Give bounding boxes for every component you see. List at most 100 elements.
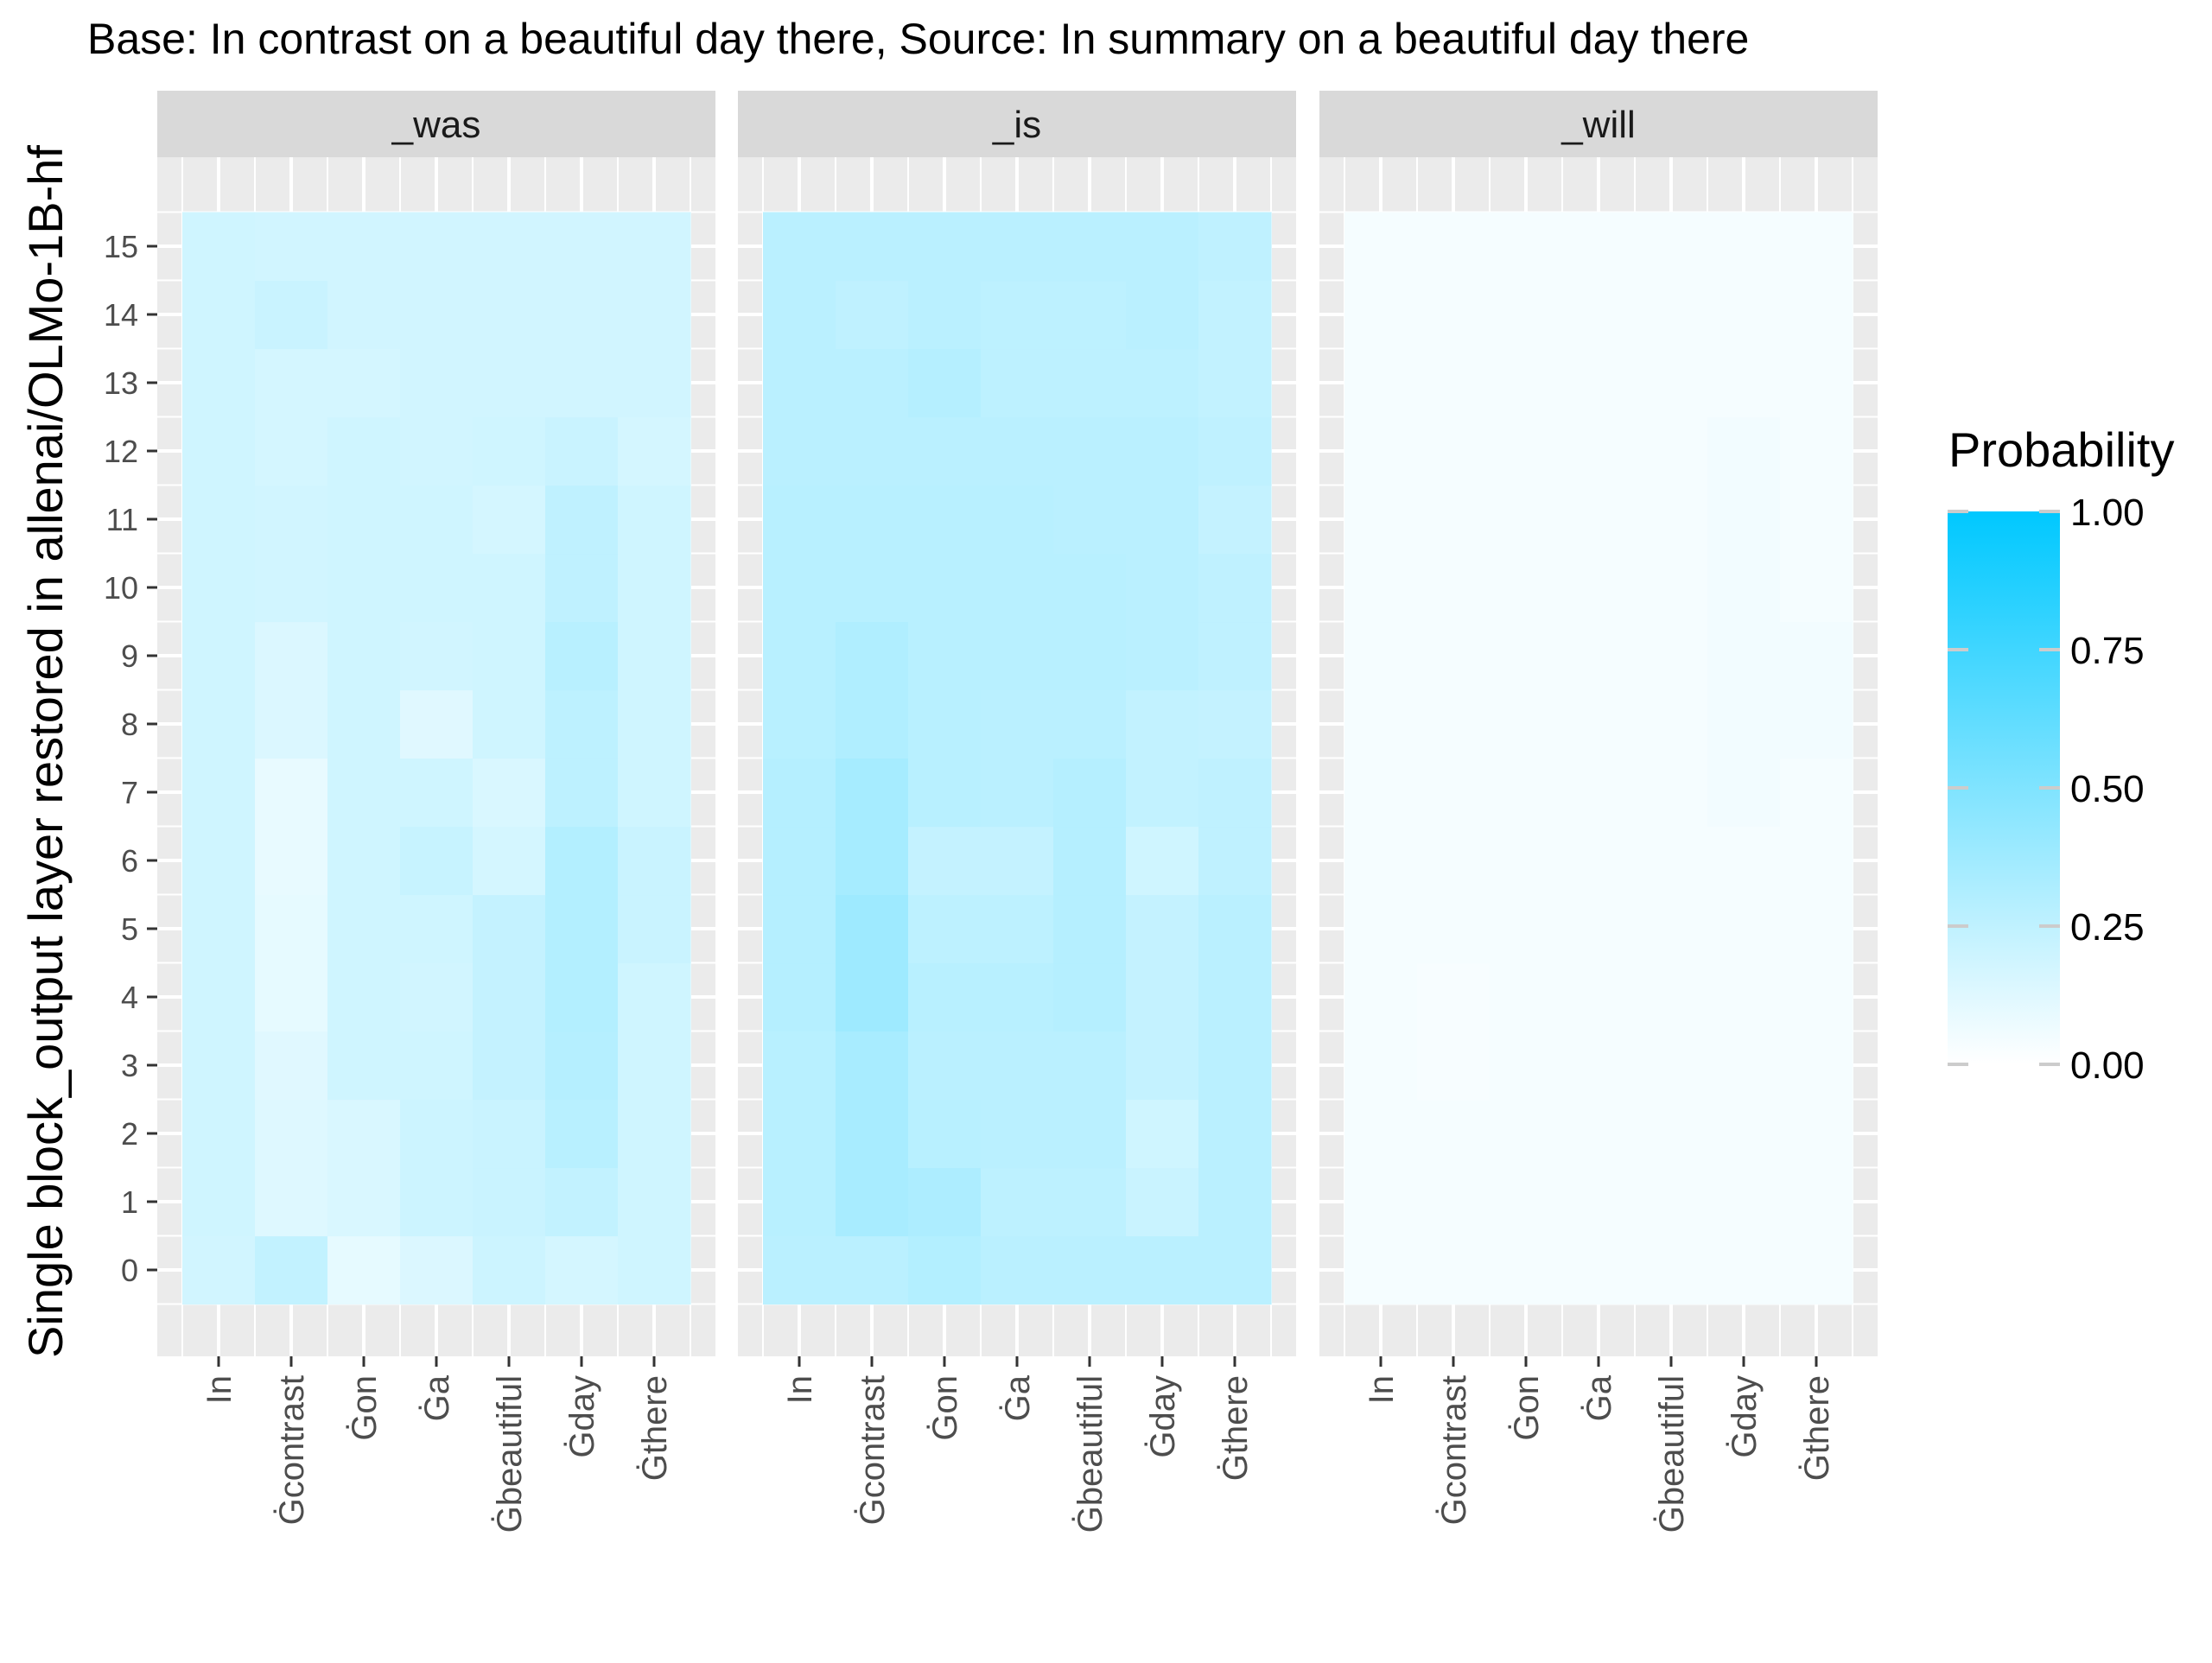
- heatmap-cell: [1490, 280, 1563, 350]
- heatmap-cell: [1344, 1031, 1418, 1101]
- heatmap-cell: [1562, 485, 1636, 555]
- x-tick-label: Ġthere: [635, 1375, 674, 1481]
- heatmap-cell: [1780, 416, 1853, 486]
- heatmap-cell: [618, 553, 691, 623]
- heatmap-cell: [182, 348, 256, 418]
- heatmap-cell: [1053, 1099, 1127, 1169]
- heatmap-cell: [327, 1235, 401, 1305]
- heatmap-cell: [255, 1167, 328, 1237]
- heatmap-cell: [1562, 962, 1636, 1032]
- heatmap-cell: [1344, 416, 1418, 486]
- heatmap-cell: [327, 826, 401, 896]
- heatmap-cell: [1198, 826, 1272, 896]
- heatmap-cell: [1490, 1099, 1563, 1169]
- heatmap-cell: [473, 758, 546, 828]
- heatmap-cell: [1562, 758, 1636, 828]
- heatmap-cell: [1707, 689, 1781, 759]
- y-tick-label: 11: [106, 502, 138, 537]
- heatmap-cell: [473, 280, 546, 350]
- heatmap-cell: [400, 348, 474, 418]
- heatmap-cell: [763, 348, 836, 418]
- heatmap-cell: [1562, 212, 1636, 282]
- heatmap-cell: [618, 689, 691, 759]
- heatmap-cell: [400, 553, 474, 623]
- heatmap-cell: [1053, 1235, 1127, 1305]
- heatmap-cell: [763, 1099, 836, 1169]
- heatmap-cell: [1198, 553, 1272, 623]
- heatmap-cell: [981, 1099, 1054, 1169]
- heatmap-cell: [836, 689, 909, 759]
- y-tick-label: 8: [121, 707, 138, 742]
- x-tick-label: Ġthere: [1797, 1375, 1836, 1481]
- legend-title: Probability: [1948, 422, 2174, 477]
- heatmap-cell: [1417, 348, 1491, 418]
- heatmap-cell: [182, 1167, 256, 1237]
- heatmap-cell: [400, 689, 474, 759]
- heatmap-cell: [400, 416, 474, 486]
- heatmap-cell: [908, 212, 982, 282]
- heatmap-cell: [836, 962, 909, 1032]
- heatmap-cell: [1490, 1031, 1563, 1101]
- y-tick-label: 1: [121, 1184, 138, 1220]
- y-tick-label: 0: [121, 1253, 138, 1288]
- heatmap-cell: [1780, 894, 1853, 964]
- heatmap-cell: [1417, 1167, 1491, 1237]
- heatmap-cell: [327, 212, 401, 282]
- heatmap-cell: [1490, 689, 1563, 759]
- heatmap-cell: [836, 553, 909, 623]
- heatmap-cell: [1707, 1031, 1781, 1101]
- heatmap-cell: [1562, 1167, 1636, 1237]
- heatmap-cell: [545, 1167, 619, 1237]
- heatmap-cell: [908, 689, 982, 759]
- heatmap-cell: [182, 894, 256, 964]
- heatmap-cell: [1053, 826, 1127, 896]
- heatmap-cell: [763, 1031, 836, 1101]
- heatmap-cell: [182, 212, 256, 282]
- heatmap-cell: [1707, 348, 1781, 418]
- heatmap-cell: [1053, 894, 1127, 964]
- heatmap-cell: [1562, 826, 1636, 896]
- heatmap-cell: [473, 1235, 546, 1305]
- chart-title: Base: In contrast on a beautiful day the…: [87, 15, 1749, 63]
- heatmap-cell: [1635, 1099, 1708, 1169]
- heatmap-cell: [1126, 348, 1199, 418]
- heatmap-cell: [182, 621, 256, 691]
- heatmap-cell: [1780, 485, 1853, 555]
- heatmap-cell: [763, 826, 836, 896]
- heatmap-cell: [473, 553, 546, 623]
- heatmap-cells: [763, 212, 1272, 1305]
- heatmap-cell: [1490, 416, 1563, 486]
- legend: Probability 0.00 0.25 0.50 0.75 1.00: [1948, 422, 2174, 1087]
- heatmap-cell: [1562, 1099, 1636, 1169]
- heatmap-cell: [327, 1099, 401, 1169]
- heatmap-cell: [473, 348, 546, 418]
- heatmap-cell: [981, 826, 1054, 896]
- facet-label: _is: [992, 104, 1041, 146]
- x-axis: In Ġcontrast Ġon Ġa Ġbeautiful Ġday Ġthere: [200, 1356, 674, 1533]
- heatmap-cell: [255, 1235, 328, 1305]
- heatmap-cell: [1562, 280, 1636, 350]
- x-tick-label: Ġa: [1580, 1374, 1618, 1421]
- heatmap-cell: [618, 485, 691, 555]
- heatmap-cell: [1780, 962, 1853, 1032]
- heatmap-cell: [1490, 894, 1563, 964]
- heatmap-cell: [1490, 826, 1563, 896]
- heatmap-cell: [908, 1099, 982, 1169]
- heatmap-cell: [618, 348, 691, 418]
- heatmap-cell: [836, 1099, 909, 1169]
- heatmap-cell: [400, 621, 474, 691]
- heatmap-cell: [1126, 416, 1199, 486]
- heatmap-cell: [1562, 553, 1636, 623]
- heatmap-cell: [1562, 348, 1636, 418]
- heatmap-cell: [327, 280, 401, 350]
- panel-was: _was In Ġcontrast Ġon Ġa Ġbeautiful Ġday Ġthere: [157, 91, 715, 1533]
- heatmap-cell: [1344, 212, 1418, 282]
- heatmap-cell: [1417, 212, 1491, 282]
- heatmap-cell: [1198, 894, 1272, 964]
- heatmap-cell: [1417, 280, 1491, 350]
- heatmap-cell: [981, 1031, 1054, 1101]
- heatmap-cell: [327, 416, 401, 486]
- heatmap-cell: [182, 689, 256, 759]
- heatmap-cell: [908, 1167, 982, 1237]
